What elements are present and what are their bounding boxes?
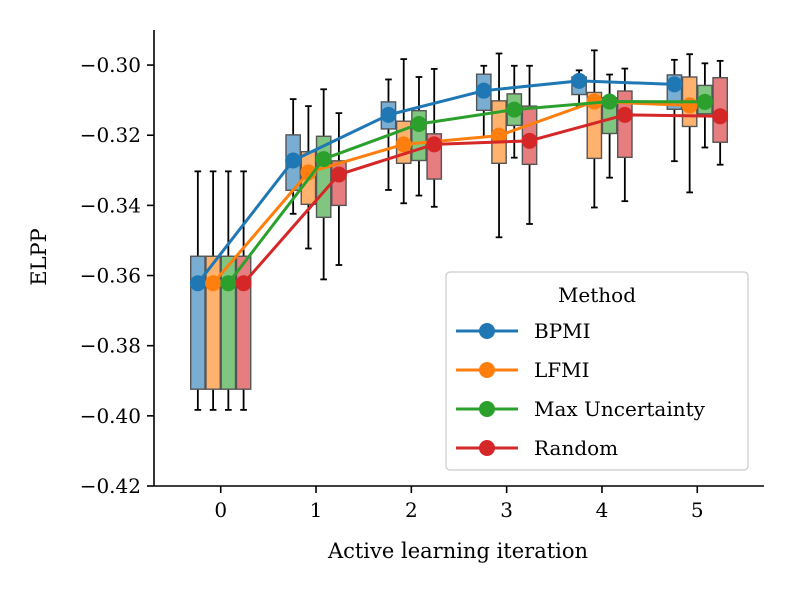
box-lfmi-5 (681, 53, 698, 194)
y-tick-label: −0.36 (80, 264, 141, 288)
point-random-0 (235, 275, 252, 292)
legend-title: Method (558, 283, 636, 307)
x-tick-label: 5 (691, 498, 704, 522)
y-tick-label: −0.40 (80, 404, 141, 428)
box-lfmi-3 (491, 52, 507, 239)
legend-label: LFMI (534, 358, 590, 382)
point-max-uncertainty-3 (506, 101, 523, 118)
legend-frame (445, 271, 749, 471)
legend-marker (479, 440, 495, 456)
y-tick-label: −0.32 (80, 123, 141, 147)
point-max-uncertainty-5 (696, 93, 713, 110)
x-tick-label: 3 (500, 498, 513, 522)
point-bpmi-0 (189, 275, 206, 292)
x-tick-label: 1 (310, 498, 323, 522)
legend-item-random: Random (456, 436, 618, 460)
legend-label: Random (534, 436, 618, 460)
y-tick-label: −0.42 (80, 474, 141, 498)
box-body (616, 90, 633, 159)
legend-label: BPMI (534, 319, 591, 343)
x-axis-label: Active learning iteration (327, 539, 588, 563)
legend-item-lfmi: LFMI (456, 358, 590, 382)
point-max-uncertainty-1 (315, 151, 332, 168)
point-random-2 (426, 136, 443, 153)
box-lfmi-4 (586, 49, 603, 209)
box-bpmi-5 (666, 58, 683, 163)
point-max-uncertainty-2 (410, 116, 427, 133)
y-axis-label: ELPP (27, 228, 51, 286)
legend-item-max-uncertainty: Max Uncertainty (456, 397, 706, 421)
point-bpmi-2 (380, 106, 397, 123)
x-tick-label: 0 (214, 498, 227, 522)
point-lfmi-2 (395, 136, 412, 153)
legend-items: BPMI LFMI Max Uncertainty Random (456, 319, 706, 460)
point-lfmi-0 (205, 275, 222, 292)
point-random-4 (616, 106, 633, 123)
point-bpmi-1 (285, 152, 302, 169)
box-max-uncertainty-2 (411, 76, 427, 197)
series-line-max-uncertainty (227, 100, 705, 285)
point-max-uncertainty-0 (220, 275, 237, 292)
point-random-3 (521, 132, 538, 149)
legend-marker (479, 323, 495, 339)
point-random-1 (330, 166, 347, 183)
point-bpmi-4 (571, 72, 588, 89)
legend-label: Max Uncertainty (534, 397, 706, 421)
x-tick-label: 2 (405, 498, 418, 522)
y-tick-label: −0.34 (80, 193, 141, 217)
legend-item-bpmi: BPMI (456, 319, 591, 343)
box-max-uncertainty-4 (601, 73, 618, 179)
point-lfmi-3 (491, 127, 508, 144)
axes: −0.42 −0.40 −0.38 −0.36 −0.34 −0.32 −0.30 0 1 2 3 4… (80, 30, 764, 522)
box-bpmi-3 (475, 64, 492, 138)
series-lines (189, 72, 729, 292)
box-random-4 (616, 67, 633, 203)
legend-marker (479, 401, 495, 417)
series-line-bpmi (196, 79, 675, 285)
point-lfmi-1 (300, 164, 317, 181)
point-bpmi-5 (666, 76, 683, 93)
x-tick-label: 4 (596, 498, 609, 522)
point-random-5 (712, 108, 729, 125)
legend-marker (479, 362, 495, 378)
legend: Method BPMI LFMI Max Uncertainty Random (445, 271, 749, 471)
series-line-random (242, 113, 721, 285)
point-lfmi-5 (681, 97, 698, 114)
point-bpmi-3 (475, 82, 492, 99)
point-max-uncertainty-4 (601, 93, 618, 110)
y-tick-label: −0.38 (80, 334, 141, 358)
y-tick-label: −0.30 (80, 53, 141, 77)
